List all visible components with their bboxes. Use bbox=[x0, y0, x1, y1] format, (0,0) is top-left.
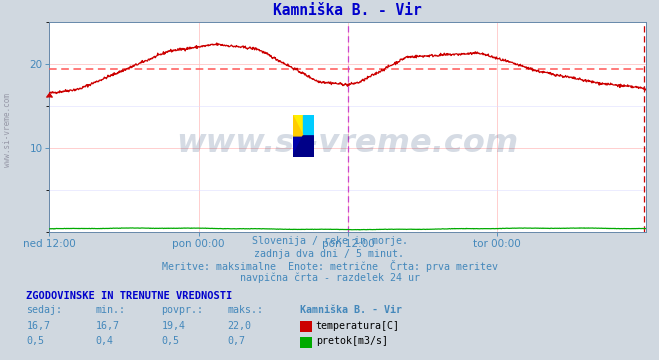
Text: 0,7: 0,7 bbox=[227, 336, 245, 346]
Text: zadnja dva dni / 5 minut.: zadnja dva dni / 5 minut. bbox=[254, 249, 405, 259]
Text: 0,5: 0,5 bbox=[161, 336, 179, 346]
Text: Meritve: maksimalne  Enote: metrične  Črta: prva meritev: Meritve: maksimalne Enote: metrične Črta… bbox=[161, 260, 498, 273]
Text: 16,7: 16,7 bbox=[26, 321, 50, 331]
Text: www.si-vreme.com: www.si-vreme.com bbox=[3, 93, 13, 167]
Text: 0,5: 0,5 bbox=[26, 336, 44, 346]
Bar bbox=[293, 136, 314, 157]
Text: povpr.:: povpr.: bbox=[161, 305, 204, 315]
Title: Kamniška B. - Vir: Kamniška B. - Vir bbox=[273, 3, 422, 18]
Text: Slovenija / reke in morje.: Slovenija / reke in morje. bbox=[252, 236, 407, 246]
Polygon shape bbox=[293, 136, 314, 157]
Text: 16,7: 16,7 bbox=[96, 321, 119, 331]
Text: www.si-vreme.com: www.si-vreme.com bbox=[177, 128, 519, 159]
Text: ZGODOVINSKE IN TRENUTNE VREDNOSTI: ZGODOVINSKE IN TRENUTNE VREDNOSTI bbox=[26, 291, 233, 301]
Text: temperatura[C]: temperatura[C] bbox=[316, 321, 399, 331]
Text: navpična črta - razdelek 24 ur: navpična črta - razdelek 24 ur bbox=[239, 273, 420, 283]
Text: sedaj:: sedaj: bbox=[26, 305, 63, 315]
Bar bbox=[293, 115, 303, 136]
Polygon shape bbox=[293, 136, 314, 157]
Text: Kamniška B. - Vir: Kamniška B. - Vir bbox=[300, 305, 402, 315]
Text: 0,4: 0,4 bbox=[96, 336, 113, 346]
Bar bbox=[303, 115, 314, 136]
Polygon shape bbox=[293, 115, 303, 136]
Text: 22,0: 22,0 bbox=[227, 321, 251, 331]
Text: 19,4: 19,4 bbox=[161, 321, 185, 331]
Text: maks.:: maks.: bbox=[227, 305, 264, 315]
Text: min.:: min.: bbox=[96, 305, 126, 315]
Text: pretok[m3/s]: pretok[m3/s] bbox=[316, 336, 387, 346]
